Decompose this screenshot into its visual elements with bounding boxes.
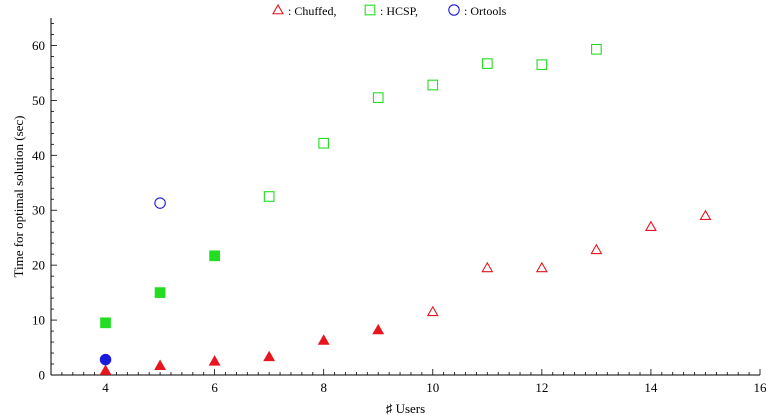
square-point xyxy=(536,59,548,71)
x-tick-label: 4 xyxy=(102,380,109,395)
legend-square-icon xyxy=(364,4,376,16)
square-point xyxy=(427,79,439,91)
square-point xyxy=(209,250,220,262)
legend-label: : Chuffed, xyxy=(288,4,336,18)
triangle-point xyxy=(99,364,112,375)
square-point xyxy=(263,191,275,202)
square-point xyxy=(372,92,384,103)
series-square xyxy=(100,43,602,329)
x-tick-label: 8 xyxy=(320,380,327,395)
triangle-point xyxy=(263,350,276,362)
y-tick-label: 50 xyxy=(32,93,45,108)
triangle-point xyxy=(644,220,657,232)
triangle-point xyxy=(426,305,439,317)
triangle-point xyxy=(481,261,494,273)
y-tick-label: 20 xyxy=(32,258,45,273)
legend-label: : Ortools xyxy=(464,4,507,18)
x-tick-label: 16 xyxy=(754,380,766,395)
plot-area xyxy=(99,43,712,375)
square-point xyxy=(591,43,602,55)
triangle-point xyxy=(208,355,221,366)
square-point xyxy=(318,137,330,149)
legend-circle-icon xyxy=(448,4,460,16)
triangle-point xyxy=(372,323,385,335)
series-circle xyxy=(99,197,166,366)
axes: 4 6 8 10 12 14 16 0 10 20 30 40 50 60 xyxy=(32,18,766,395)
triangle-point xyxy=(317,334,330,345)
square-point xyxy=(154,287,166,298)
circle-point xyxy=(99,353,112,366)
square-point xyxy=(481,58,493,69)
x-tick-label: 10 xyxy=(426,380,439,395)
legend: : Chuffed, : HCSP, : Ortools xyxy=(272,3,507,18)
x-axis-label: ♯ Users xyxy=(386,401,425,416)
y-tick-label: 60 xyxy=(32,38,45,53)
triangle-point xyxy=(590,243,603,255)
x-tick-label: 12 xyxy=(535,380,548,395)
series-triangle xyxy=(99,209,712,375)
triangle-point xyxy=(154,359,167,370)
legend-label: : HCSP, xyxy=(380,4,418,18)
square-point xyxy=(100,317,111,329)
triangle-point xyxy=(699,209,712,221)
y-axis-label: Time for optimal solution (sec) xyxy=(11,115,26,277)
x-tick-label: 14 xyxy=(644,380,658,395)
x-tick-label: 6 xyxy=(211,380,218,395)
y-tick-label: 0 xyxy=(39,368,46,383)
y-tick-label: 30 xyxy=(32,203,45,218)
circle-point xyxy=(154,197,166,209)
triangle-point xyxy=(535,261,548,273)
y-tick-label: 40 xyxy=(32,148,45,163)
legend-triangle-icon xyxy=(272,3,284,15)
y-tick-label: 10 xyxy=(32,313,45,328)
